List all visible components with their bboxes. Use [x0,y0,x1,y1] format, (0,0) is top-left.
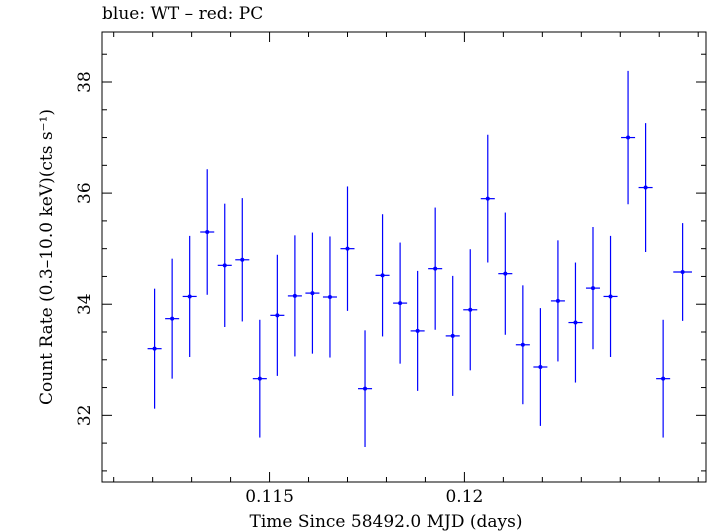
data-point [573,320,578,325]
data-point [205,230,210,234]
data-point [538,365,543,369]
data-point [433,266,438,271]
data-point [292,293,297,298]
series-wt [147,70,692,447]
data-point [222,263,227,268]
data-point [345,246,350,251]
data-point [450,333,455,338]
data-point [152,346,157,351]
data-point [608,294,613,299]
y-tick-label: 34 [75,293,95,315]
data-point [680,270,685,274]
data-point [590,286,595,291]
data-point [240,257,245,262]
chart-title: blue: WT – red: PC [102,4,264,24]
data-point [643,185,648,190]
data-point [661,376,666,381]
data-point [503,271,508,276]
data-point [257,376,262,381]
y-tick-label: 38 [75,71,95,93]
y-tick-label: 32 [75,405,95,427]
plot-frame [101,31,707,483]
data-point [275,313,280,318]
data-point [170,316,175,321]
data-point [327,295,332,299]
x-tick-label: 0.115 [245,487,294,507]
data-point [380,273,385,278]
y-tick-label: 36 [75,182,95,204]
data-point [398,301,403,306]
x-axis-label: Time Since 58492.0 MJD (days) [250,512,523,532]
data-point [485,196,490,201]
x-tick-label: 0.12 [445,487,483,507]
y-axis-label: Count Rate (0.3–10.0 keV)(cts s⁻¹) [37,109,57,405]
data-point [310,291,315,296]
data-point [468,307,473,312]
data-point [555,298,560,303]
data-point [363,386,368,391]
data-point [415,328,420,333]
data-point [626,135,631,140]
data-point [520,342,525,347]
data-point [187,294,192,299]
